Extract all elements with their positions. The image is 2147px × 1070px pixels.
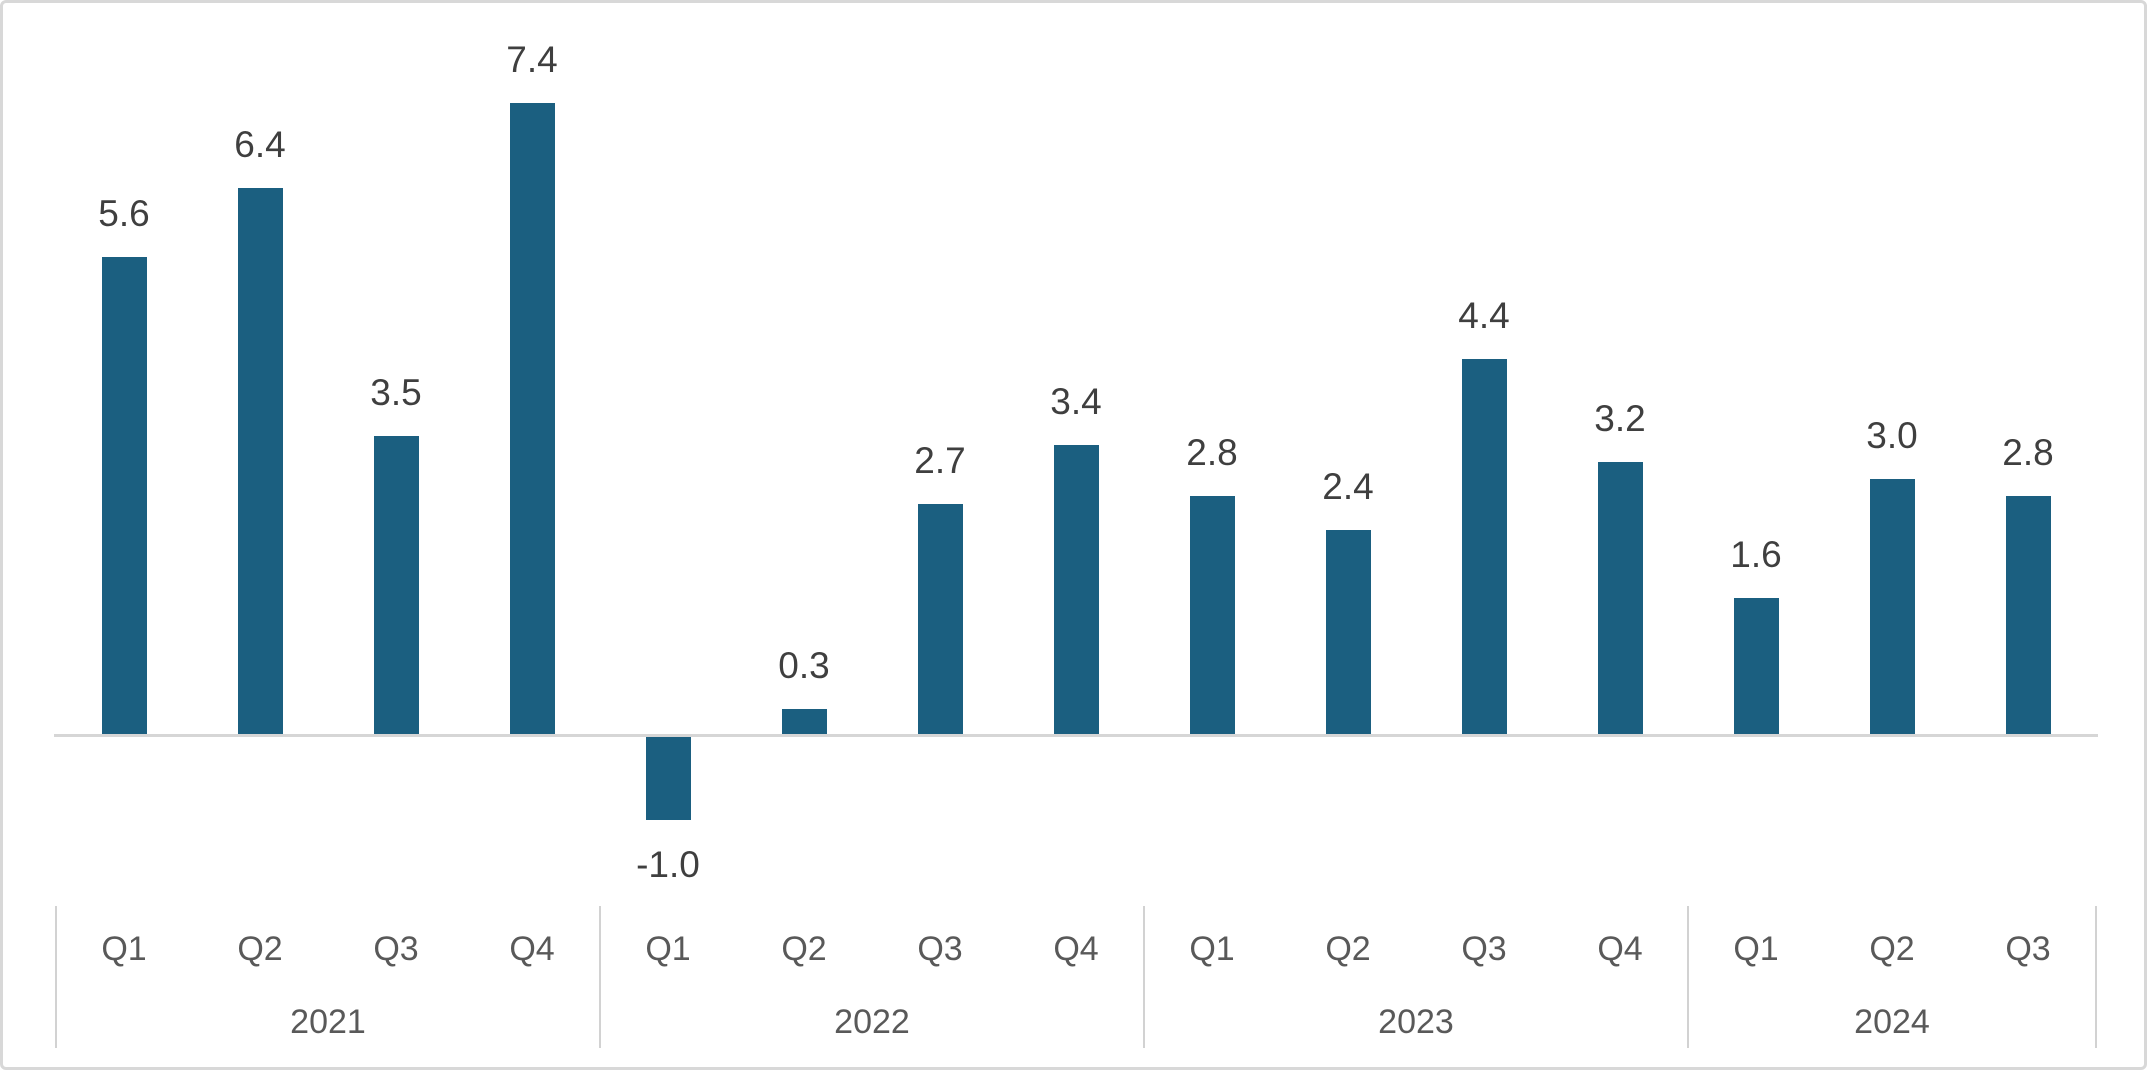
bar bbox=[917, 504, 963, 735]
quarter-label: Q3 bbox=[373, 930, 419, 968]
group-separator bbox=[2095, 906, 2097, 1048]
bar bbox=[237, 188, 283, 735]
value-label: 1.6 bbox=[1730, 534, 1782, 576]
quarter-label: Q4 bbox=[509, 930, 555, 968]
bar bbox=[101, 256, 147, 735]
quarter-label: Q1 bbox=[1733, 930, 1779, 968]
bar bbox=[1733, 598, 1779, 735]
bar bbox=[2005, 495, 2051, 735]
quarter-label: Q1 bbox=[1189, 930, 1235, 968]
bar bbox=[1053, 444, 1099, 735]
value-label: 3.2 bbox=[1594, 397, 1646, 439]
quarter-label: Q2 bbox=[1869, 930, 1915, 968]
group-separator bbox=[1687, 906, 1689, 1048]
group-separator bbox=[55, 906, 57, 1048]
value-label: 7.4 bbox=[506, 39, 558, 81]
quarter-label: Q1 bbox=[101, 930, 147, 968]
value-label: 2.8 bbox=[2002, 431, 2054, 473]
value-label: 3.4 bbox=[1050, 380, 1102, 422]
bar bbox=[1461, 359, 1507, 735]
zero-axis-line bbox=[54, 734, 2098, 737]
value-label: 2.7 bbox=[914, 440, 966, 482]
bar bbox=[1325, 530, 1371, 735]
value-label: 5.6 bbox=[98, 192, 150, 234]
quarter-label: Q2 bbox=[781, 930, 827, 968]
value-label: 6.4 bbox=[234, 124, 286, 166]
quarter-label: Q2 bbox=[237, 930, 283, 968]
value-label: 3.5 bbox=[370, 372, 422, 414]
bar bbox=[1869, 478, 1915, 735]
bar bbox=[1189, 495, 1235, 735]
group-separator bbox=[599, 906, 601, 1048]
group-separator bbox=[1143, 906, 1145, 1048]
bar bbox=[645, 735, 691, 821]
year-label: 2022 bbox=[834, 1003, 910, 1041]
value-label: 2.4 bbox=[1322, 466, 1374, 508]
plot-area: 2021 5.6 Q1 6.4 Q2 3.5 Q3 7.4 Q4 2022 -1.0 Q1 0.3 Q2 2… bbox=[3, 3, 2144, 1067]
bar bbox=[781, 709, 827, 735]
quarter-label: Q4 bbox=[1053, 930, 1099, 968]
bar bbox=[1597, 461, 1643, 735]
quarter-label: Q3 bbox=[1461, 930, 1507, 968]
year-label: 2023 bbox=[1378, 1003, 1454, 1041]
year-label: 2021 bbox=[290, 1003, 366, 1041]
quarter-label: Q3 bbox=[917, 930, 963, 968]
value-label: 2.8 bbox=[1186, 431, 1238, 473]
bar bbox=[509, 103, 555, 735]
quarter-label: Q4 bbox=[1597, 930, 1643, 968]
value-label: 4.4 bbox=[1458, 295, 1510, 337]
quarter-label: Q2 bbox=[1325, 930, 1371, 968]
value-label: -1.0 bbox=[636, 844, 700, 886]
value-label: 3.0 bbox=[1866, 414, 1918, 456]
value-label: 0.3 bbox=[778, 645, 830, 687]
year-label: 2024 bbox=[1854, 1003, 1930, 1041]
bar bbox=[373, 436, 419, 735]
quarter-label: Q1 bbox=[645, 930, 691, 968]
quarter-label: Q3 bbox=[2005, 930, 2051, 968]
